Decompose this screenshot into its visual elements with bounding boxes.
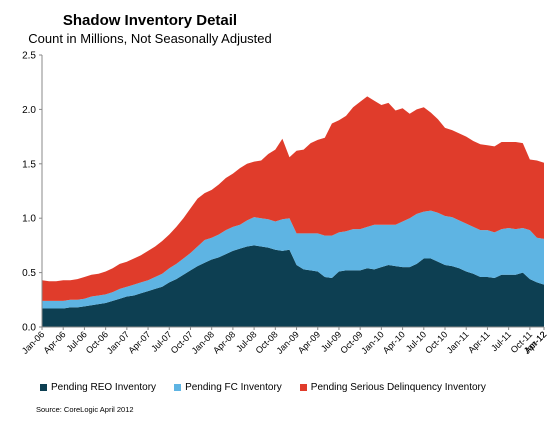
x-tick-label: Apr-11 [466, 329, 492, 355]
x-tick-label: Jan-09 [274, 329, 301, 356]
legend-item-reo: Pending REO Inventory [40, 382, 156, 393]
legend-swatch-delinquency [299, 384, 307, 391]
y-tick-label: 2.5 [22, 51, 36, 62]
y-tick-label: 1.5 [22, 159, 36, 170]
legend-swatch-reo [40, 384, 47, 391]
x-tick-label: Jan-10 [359, 329, 386, 356]
legend-swatch-fc [174, 384, 182, 391]
legend-label-delinquency: Pending Serious Delinquency Inventory [310, 382, 486, 393]
source-note: Source: CoreLogic April 2012 [36, 405, 134, 414]
x-tick-label: Apr-08 [211, 329, 237, 355]
chart-title: Shadow Inventory Detail [62, 12, 238, 29]
y-tick-label: 1.0 [22, 214, 36, 225]
area-series-fc [42, 210, 544, 309]
legend-item-delinquency: Pending Serious Delinquency Inventory [299, 382, 486, 393]
legend: Pending REO Inventory Pending FC Invento… [40, 382, 486, 393]
y-tick-label: 0.5 [22, 268, 36, 279]
area-series-delinquency [42, 96, 544, 301]
x-tick-label: Apr-06 [41, 329, 67, 355]
x-tick-label: Oct-10 [423, 329, 449, 355]
area-layer [42, 96, 544, 327]
legend-item-fc: Pending FC Inventory [174, 382, 282, 393]
x-tick-label: Apr-10 [381, 329, 407, 355]
chart-subtitle: Count in Millions, Not Seasonally Adjust… [28, 31, 272, 46]
legend-label-fc: Pending FC Inventory [185, 382, 282, 393]
x-tick-label: Jan-08 [190, 329, 217, 356]
y-tick-label: 2.0 [22, 105, 36, 116]
y-tick-label: 0.0 [22, 323, 36, 334]
legend-label-reo: Pending REO Inventory [51, 382, 157, 393]
x-tick-label: Jan-11 [445, 329, 471, 355]
x-tick-label: Jan-07 [105, 329, 132, 356]
x-tick-label: Apr-07 [126, 329, 152, 355]
area-series-reo [42, 245, 544, 327]
x-tick-label: Apr-09 [296, 329, 322, 355]
